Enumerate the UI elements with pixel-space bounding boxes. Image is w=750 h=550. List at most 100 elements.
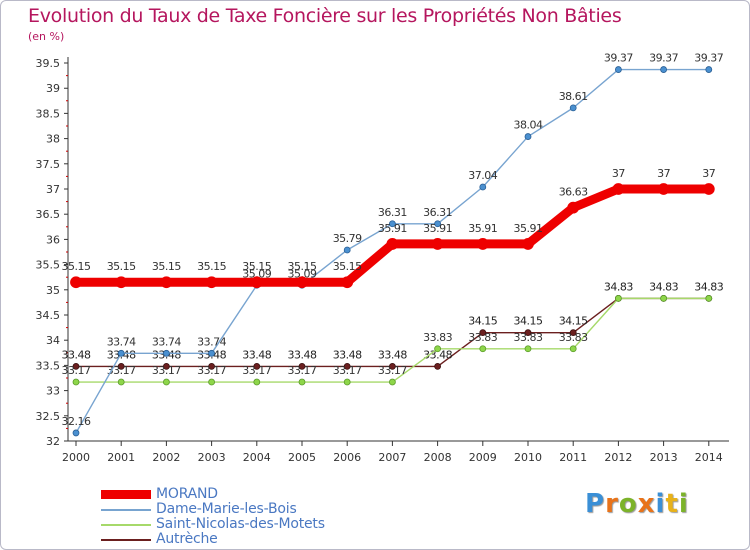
y-tick-label: 35 — [46, 284, 60, 297]
y-tick-label: 33.5 — [36, 359, 61, 372]
data-label: 33.48 — [242, 348, 271, 361]
data-label: 33.17 — [288, 364, 317, 377]
data-point — [343, 378, 351, 386]
data-label: 37 — [702, 167, 715, 180]
data-point — [162, 378, 170, 386]
data-label: 33.74 — [152, 335, 181, 348]
data-point — [72, 378, 80, 386]
data-point — [388, 378, 396, 386]
data-point — [522, 238, 534, 250]
data-label: 34.15 — [559, 315, 588, 328]
data-point — [343, 363, 351, 370]
data-label: 39.37 — [649, 52, 678, 65]
data-point — [343, 246, 351, 254]
data-label: 32.16 — [62, 415, 91, 428]
data-point — [296, 276, 308, 289]
data-label: 35.91 — [378, 222, 407, 235]
y-tick-label: 34 — [46, 334, 60, 347]
data-label: 35.15 — [62, 260, 91, 273]
y-tick-label: 36 — [46, 233, 60, 246]
x-tick-label: 2012 — [604, 451, 632, 464]
data-point — [162, 363, 170, 370]
data-label: 36.31 — [423, 206, 452, 219]
data-point — [117, 349, 125, 357]
chart-title: Evolution du Taux de Taxe Foncière sur l… — [28, 5, 622, 27]
data-label: 34.83 — [649, 280, 678, 293]
data-point — [524, 133, 532, 140]
data-point — [250, 276, 263, 289]
legend-swatch — [101, 539, 151, 541]
data-label: 33.17 — [378, 364, 407, 377]
data-point — [479, 345, 487, 353]
data-point — [72, 363, 80, 370]
y-tick-label: 34.5 — [36, 309, 61, 322]
data-label: 33.17 — [62, 364, 91, 377]
data-label: 35.15 — [107, 260, 136, 273]
legend-label: Saint-Nicolas-des-Motets — [156, 516, 325, 532]
x-tick-label: 2014 — [695, 451, 723, 464]
y-tick-label: 35.5 — [36, 259, 61, 272]
data-label: 36.63 — [559, 186, 588, 199]
x-tick-label: 2006 — [333, 451, 361, 464]
data-label: 35.09 — [242, 267, 271, 280]
legend-swatch — [101, 490, 151, 499]
data-point — [70, 276, 82, 289]
series-dame-marie-les-bois: 32.16 33.74 33.74 33.74 35.09 35.09 35.79 36.31… — [62, 52, 724, 437]
legend-label: Dame-Marie-les-Bois — [156, 501, 297, 517]
data-label: 33.48 — [378, 348, 407, 361]
data-point — [208, 363, 216, 370]
data-point — [298, 363, 306, 370]
series-morand: 35.15 35.15 35.15 35.15 35.15 35.15 35.15 35.91… — [62, 167, 716, 289]
data-label: 33.17 — [333, 364, 362, 377]
data-point — [117, 378, 125, 386]
data-label: 33.83 — [559, 331, 588, 344]
data-label: 34.83 — [604, 280, 633, 293]
data-point — [298, 378, 306, 386]
data-label: 33.83 — [423, 331, 452, 344]
y-tick-label: 36.5 — [36, 208, 61, 221]
data-point — [434, 220, 442, 228]
data-label: 38.04 — [514, 119, 543, 132]
data-label: 33.83 — [468, 331, 497, 344]
data-point — [569, 345, 577, 353]
data-label: 35.15 — [333, 260, 362, 273]
data-label: 33.48 — [62, 348, 91, 361]
data-point — [117, 363, 125, 370]
y-tick-label: 39 — [46, 82, 60, 95]
data-point — [660, 294, 667, 302]
data-point — [434, 363, 442, 370]
series-line — [75, 68, 709, 434]
x-tick-label: 2013 — [650, 451, 678, 464]
data-point — [479, 183, 487, 191]
data-label: 33.48 — [423, 348, 452, 361]
data-point — [660, 66, 667, 73]
data-label: 33.83 — [514, 331, 543, 344]
x-tick-label: 2009 — [469, 451, 497, 464]
data-point — [115, 276, 128, 289]
x-tick-label: 2000 — [62, 451, 90, 464]
data-label: 33.17 — [152, 364, 181, 377]
data-point — [388, 363, 396, 370]
data-label: 34.15 — [514, 315, 543, 328]
axes: 32 32.5 33 33.5 34 34.5 35 35.5 36 36.5 37 37.5 38 38… — [36, 57, 729, 464]
series-autr-che: 33.4833.4833.4833.4833.4833.4833.4833.48… — [62, 280, 724, 370]
data-label: 33.17 — [107, 364, 136, 377]
data-point — [253, 363, 261, 370]
data-point — [72, 429, 80, 437]
data-point — [615, 294, 622, 302]
data-label: 33.17 — [242, 364, 271, 377]
data-point — [524, 345, 532, 353]
x-tick-label: 2008 — [424, 451, 452, 464]
data-point — [476, 238, 489, 250]
data-point — [479, 329, 487, 337]
data-label: 33.74 — [107, 335, 136, 348]
data-point — [341, 276, 354, 289]
data-label: 37.04 — [468, 169, 497, 182]
data-point — [205, 276, 218, 289]
y-unit-label: (en %) — [28, 30, 65, 43]
series-layer: 33.4833.4833.4833.4833.4833.4833.4833.48… — [62, 52, 724, 437]
data-point — [657, 183, 670, 195]
data-point — [524, 329, 532, 337]
data-label: 39.37 — [604, 52, 633, 65]
